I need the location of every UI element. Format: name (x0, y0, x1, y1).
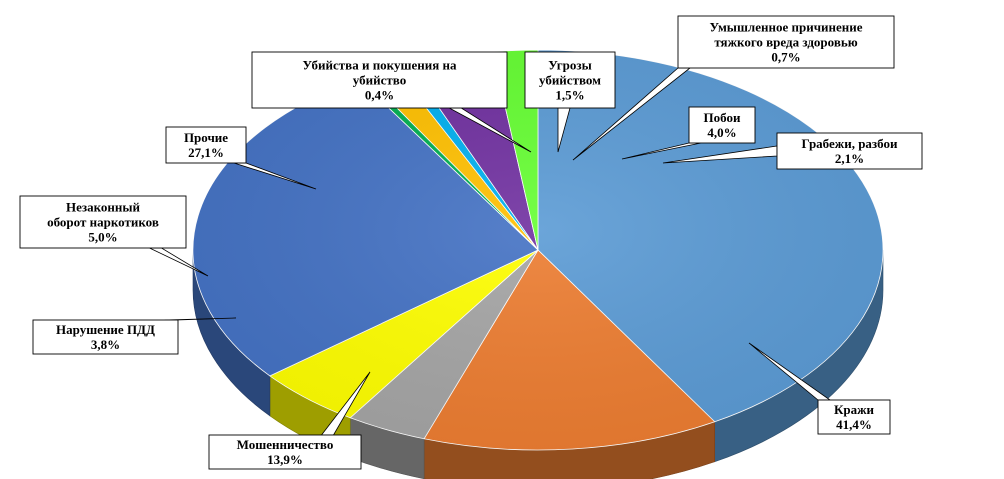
label-name-0: Кражи (834, 402, 875, 417)
label-name-8: Побои (704, 110, 741, 125)
label-value-3: 5,0% (88, 230, 117, 245)
label-name-5: Убийства и покушения на убийство (303, 58, 457, 88)
data-label-7: Умышленное причинение тяжкого вреда здоро… (677, 15, 895, 69)
label-box-2 (32, 319, 179, 355)
label-value-9: 2,1% (835, 151, 864, 166)
label-box-6 (524, 51, 616, 109)
label-value-7: 0,7% (771, 50, 800, 65)
label-name-7: Умышленное причинение тяжкого вреда здоро… (709, 20, 862, 50)
label-box-1 (208, 434, 362, 470)
label-value-2: 3,8% (91, 337, 120, 352)
label-name-2: Нарушение ПДД (56, 322, 155, 337)
label-name-9: Грабежи, разбои (802, 136, 898, 151)
label-value-4: 27,1% (188, 145, 224, 160)
label-value-5: 0,4% (365, 88, 394, 103)
label-box-9 (776, 132, 923, 170)
label-value-1: 13,9% (267, 452, 303, 467)
label-box-4 (165, 126, 247, 164)
label-name-3: Незаконный оборот наркотиков (47, 200, 159, 230)
pie-slices (192, 49, 884, 451)
label-name-1: Мошенничество (237, 437, 334, 452)
label-box-7 (677, 15, 895, 69)
label-box-3 (19, 195, 187, 249)
label-name-6: Угрозы убийством (539, 58, 601, 88)
label-value-0: 41,4% (836, 417, 872, 432)
label-box-0 (817, 399, 891, 435)
label-box-5 (251, 51, 508, 109)
label-value-6: 1,5% (555, 88, 584, 103)
label-value-8: 4,0% (707, 125, 736, 140)
label-box-8 (688, 106, 756, 144)
label-name-4: Прочие (184, 130, 228, 145)
